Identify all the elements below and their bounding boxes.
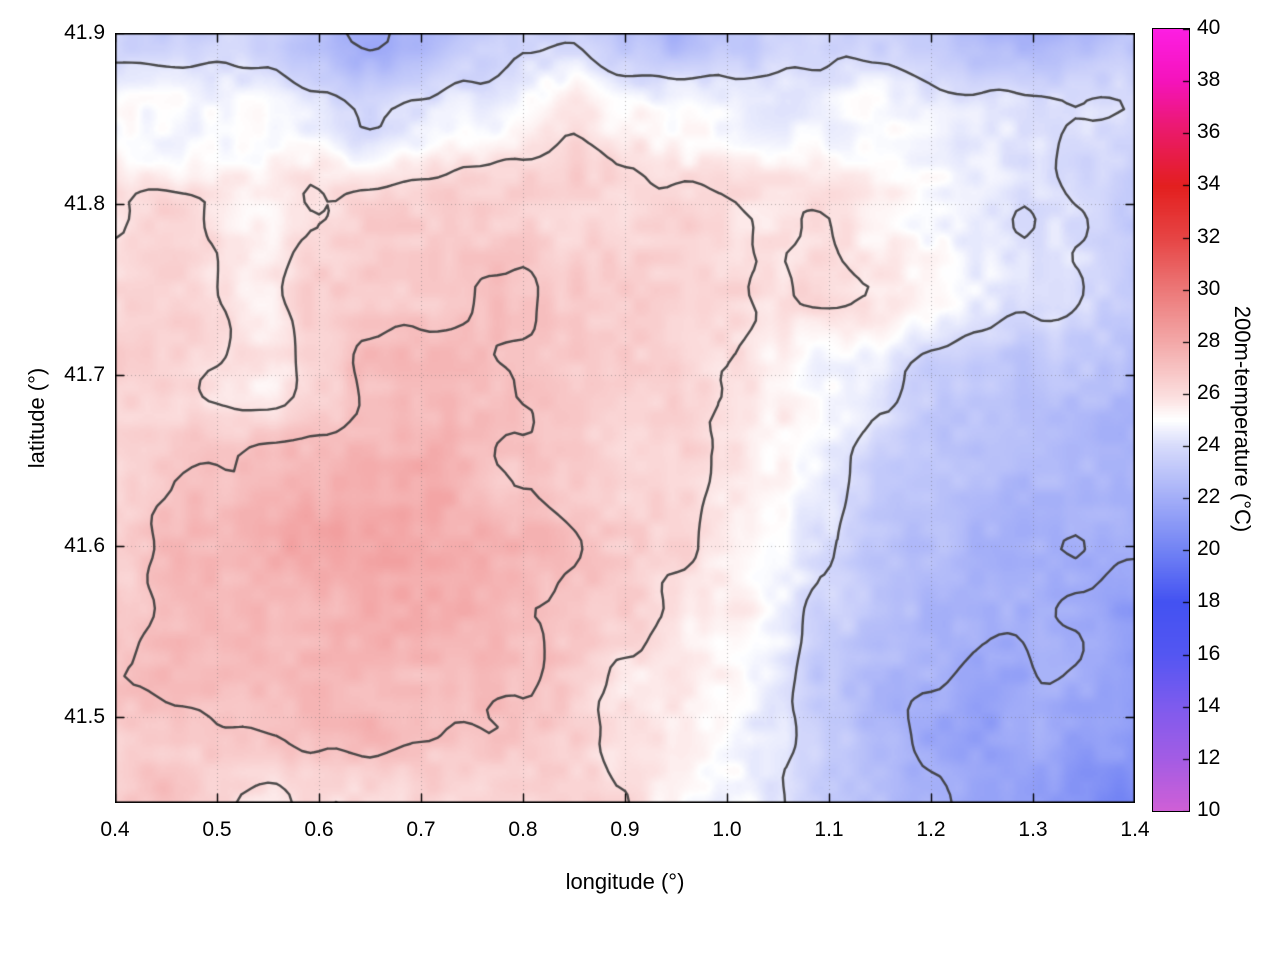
x-tick-label: 0.8 — [508, 818, 538, 841]
x-tick-label: 0.4 — [100, 818, 130, 841]
colorbar-tick-label: 24 — [1197, 433, 1221, 457]
x-tick-label: 1.1 — [814, 818, 844, 841]
colorbar-label: 200m-temperature (°C) — [1230, 305, 1255, 533]
colorbar-tick-label: 12 — [1197, 745, 1221, 769]
y-tick-label: 41.5 — [64, 705, 105, 729]
x-tick-label: 1.2 — [916, 818, 946, 841]
colorbar-tick-label: 36 — [1197, 120, 1221, 144]
colorbar-tick-label: 32 — [1197, 224, 1221, 248]
y-tick-label: 41.9 — [64, 21, 105, 44]
plot-frame-and-contours-canvas — [115, 33, 1135, 803]
colorbar — [1152, 28, 1190, 812]
x-tick-label: 1.3 — [1018, 818, 1048, 841]
x-tick-label: 1.4 — [1120, 818, 1150, 841]
y-tick-label: 41.6 — [64, 534, 105, 558]
x-tick-label: 0.6 — [304, 818, 334, 841]
colorbar-tick-label: 26 — [1197, 380, 1221, 404]
colorbar-tick-label: 40 — [1197, 16, 1221, 39]
x-tick-label: 0.5 — [202, 818, 232, 841]
colorbar-tick-label: 18 — [1197, 589, 1221, 613]
x-axis-label: longitude (°) — [565, 869, 685, 894]
colorbar-tick-label: 28 — [1197, 328, 1221, 352]
colorbar-tick-label: 34 — [1197, 172, 1221, 196]
x-tick-label: 1.0 — [712, 818, 742, 841]
colorbar-tick-label: 10 — [1197, 798, 1221, 821]
y-tick-label: 41.7 — [64, 363, 105, 387]
colorbar-tick-label: 38 — [1197, 68, 1221, 92]
colorbar-tick-label: 16 — [1197, 641, 1221, 665]
y-tick-label: 41.8 — [64, 192, 105, 216]
colorbar-tick-label: 30 — [1197, 276, 1221, 300]
x-tick-label: 0.9 — [610, 818, 640, 841]
colorbar-tick-label: 22 — [1197, 485, 1221, 509]
x-tick-label: 0.7 — [406, 818, 436, 841]
colorbar-tick-label: 14 — [1197, 693, 1221, 717]
colorbar-tick-label: 20 — [1197, 537, 1221, 561]
y-axis-label: latitude (°) — [24, 367, 49, 469]
